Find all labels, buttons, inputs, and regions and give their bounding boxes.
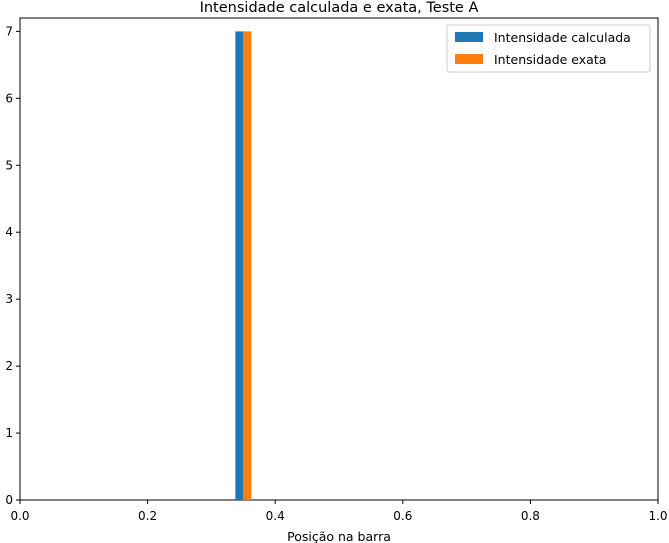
legend-label-exata: Intensidade exata xyxy=(494,52,606,67)
x-tick-label: 0.6 xyxy=(393,509,412,523)
legend-swatch-exata xyxy=(455,54,483,64)
x-tick-label: 1.0 xyxy=(648,509,667,523)
y-tick-label: 0 xyxy=(5,493,13,507)
x-tick-label: 0.4 xyxy=(266,509,285,523)
x-tick-label: 0.2 xyxy=(138,509,157,523)
y-tick-label: 7 xyxy=(5,24,13,38)
x-axis-ticks: 0.0 0.2 0.4 0.6 0.8 1.0 xyxy=(10,500,668,523)
y-axis-ticks: 0 1 2 3 4 5 6 7 xyxy=(5,24,20,507)
y-tick-label: 5 xyxy=(5,158,13,172)
plot-frame xyxy=(19,17,659,501)
chart-title: Intensidade calculada e exata, Teste A xyxy=(200,0,479,16)
bar-exata xyxy=(243,31,252,501)
y-tick-label: 6 xyxy=(5,91,13,105)
bar-calculada xyxy=(235,31,244,501)
bars xyxy=(235,31,252,501)
y-tick-label: 1 xyxy=(5,426,13,440)
legend-swatch-calculada xyxy=(455,32,483,42)
y-tick-label: 2 xyxy=(5,359,13,373)
x-tick-label: 0.0 xyxy=(10,509,29,523)
legend-box xyxy=(446,24,651,73)
x-axis-label: Posição na barra xyxy=(287,529,391,543)
x-tick-label: 0.8 xyxy=(521,509,540,523)
plot-area: 0.0 0.2 0.4 0.6 0.8 1.0 0 1 2 3 4 5 6 7 xyxy=(5,17,668,523)
legend-label-calculada: Intensidade calculada xyxy=(494,30,631,45)
y-tick-label: 3 xyxy=(5,292,13,306)
y-tick-label: 4 xyxy=(5,225,13,239)
legend: Intensidade calculada Intensidade exata xyxy=(446,24,651,73)
